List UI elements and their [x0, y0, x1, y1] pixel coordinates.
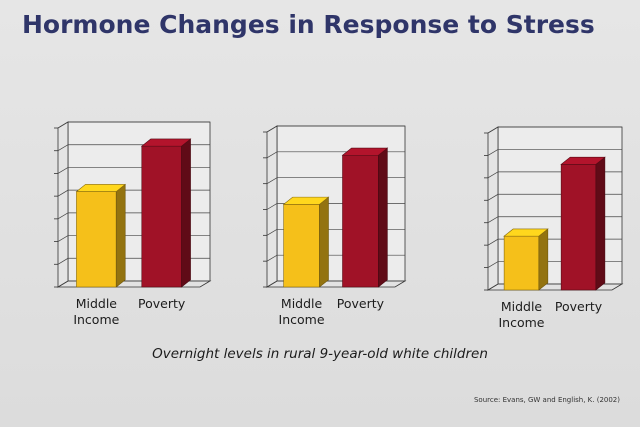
side-wall	[487, 126, 499, 291]
category-label: Poverty	[138, 296, 186, 311]
category-label: Poverty	[337, 296, 385, 311]
bar-top	[282, 196, 330, 205]
category-label: Poverty	[555, 299, 603, 314]
bar-top	[140, 138, 192, 147]
gridline	[57, 121, 210, 129]
gridline	[487, 149, 622, 156]
bar-side	[595, 156, 606, 291]
bar-top	[341, 147, 389, 156]
bar-top	[75, 184, 127, 192]
category-label: Income	[73, 312, 119, 327]
gridline	[487, 126, 622, 134]
source-citation: Source: Evans, GW and English, K. (2002)	[473, 396, 620, 404]
bar-middle-income	[75, 183, 127, 288]
category-label: Middle	[281, 296, 323, 311]
bar-front	[141, 145, 182, 288]
bar-front	[560, 164, 597, 291]
bar-poverty	[560, 156, 606, 291]
bar-middle-income	[282, 196, 330, 288]
bar-front	[503, 235, 540, 291]
bar-front	[342, 154, 379, 288]
gridline	[266, 125, 405, 133]
category-label: Income	[279, 312, 325, 327]
bar-top	[560, 156, 606, 165]
bar-middle-income	[503, 228, 549, 291]
bar-poverty	[341, 147, 389, 288]
category-label: Income	[498, 315, 544, 330]
chart-caption: Overnight levels in rural 9-year-old whi…	[152, 346, 488, 362]
category-label: Middle	[501, 299, 543, 314]
bar-top	[503, 228, 549, 237]
slide-title: Hormone Changes in Response to Stress	[22, 10, 595, 39]
bar-poverty	[140, 138, 192, 288]
category-label: Middle	[76, 296, 118, 311]
bar-side	[538, 228, 549, 291]
